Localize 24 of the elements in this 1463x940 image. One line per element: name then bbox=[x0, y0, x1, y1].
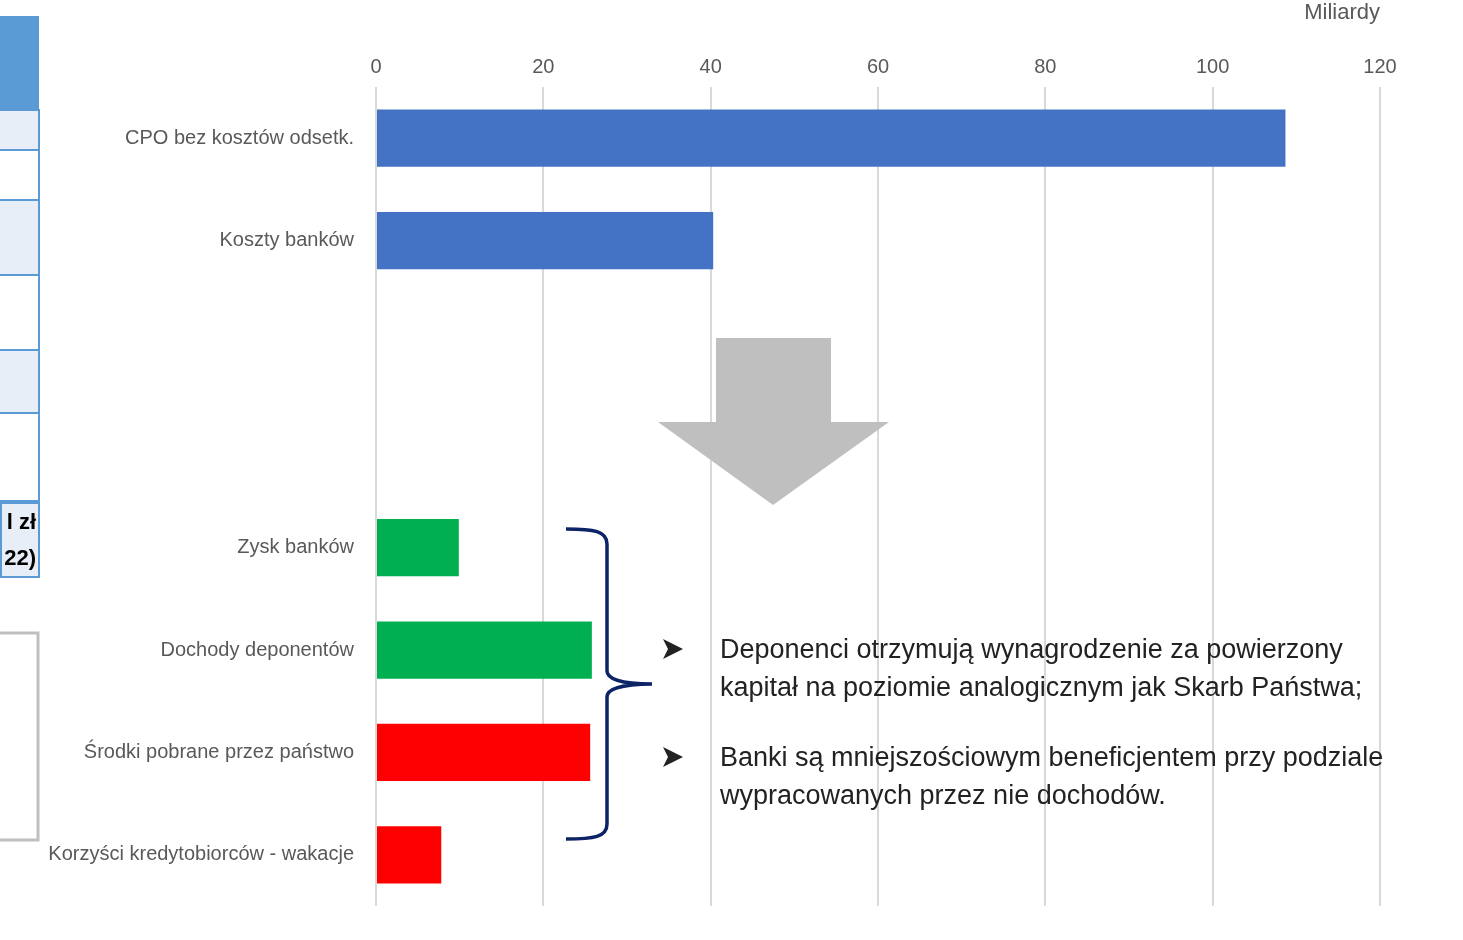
x-tick-label: 40 bbox=[699, 54, 722, 77]
y-tick-label: Zysk banków bbox=[237, 535, 355, 558]
bar bbox=[377, 621, 592, 679]
text: l zł bbox=[6, 509, 36, 534]
bar bbox=[377, 519, 459, 577]
x-tick-label: 80 bbox=[1034, 54, 1057, 77]
bar bbox=[377, 109, 1286, 167]
x-axis-title: Miliardy bbox=[1304, 0, 1380, 25]
y-tick-label: Dochody deponentów bbox=[160, 637, 355, 660]
bar bbox=[377, 826, 442, 884]
y-tick-label: Korzyści kredytobiorców - wakacje bbox=[48, 842, 354, 865]
y-tick-label: Środki pobrane przez państwo bbox=[83, 738, 354, 762]
annotation: Banki są mniejszościowym beneficjentem przy podziale wypracowanych przez nie dochodów. bbox=[720, 742, 1384, 810]
y-tick-label: CPO bez kosztów odsetk. bbox=[125, 125, 354, 148]
x-tick-label: 60 bbox=[866, 54, 890, 77]
bar bbox=[377, 723, 591, 782]
text: 22) bbox=[4, 545, 36, 570]
x-tick-label: 120 bbox=[1363, 54, 1397, 77]
annotation: Deponenci otrzymują wynagrodzenie za powierzony kapitał na poziomie analogicznym jak Skarb Państwa; bbox=[720, 634, 1363, 702]
x-tick-label: 100 bbox=[1195, 54, 1230, 77]
x-tick-label: 0 bbox=[370, 54, 382, 77]
y-tick-label: Koszty banków bbox=[219, 228, 355, 251]
x-tick-label: 20 bbox=[532, 54, 555, 77]
bar bbox=[377, 211, 714, 270]
